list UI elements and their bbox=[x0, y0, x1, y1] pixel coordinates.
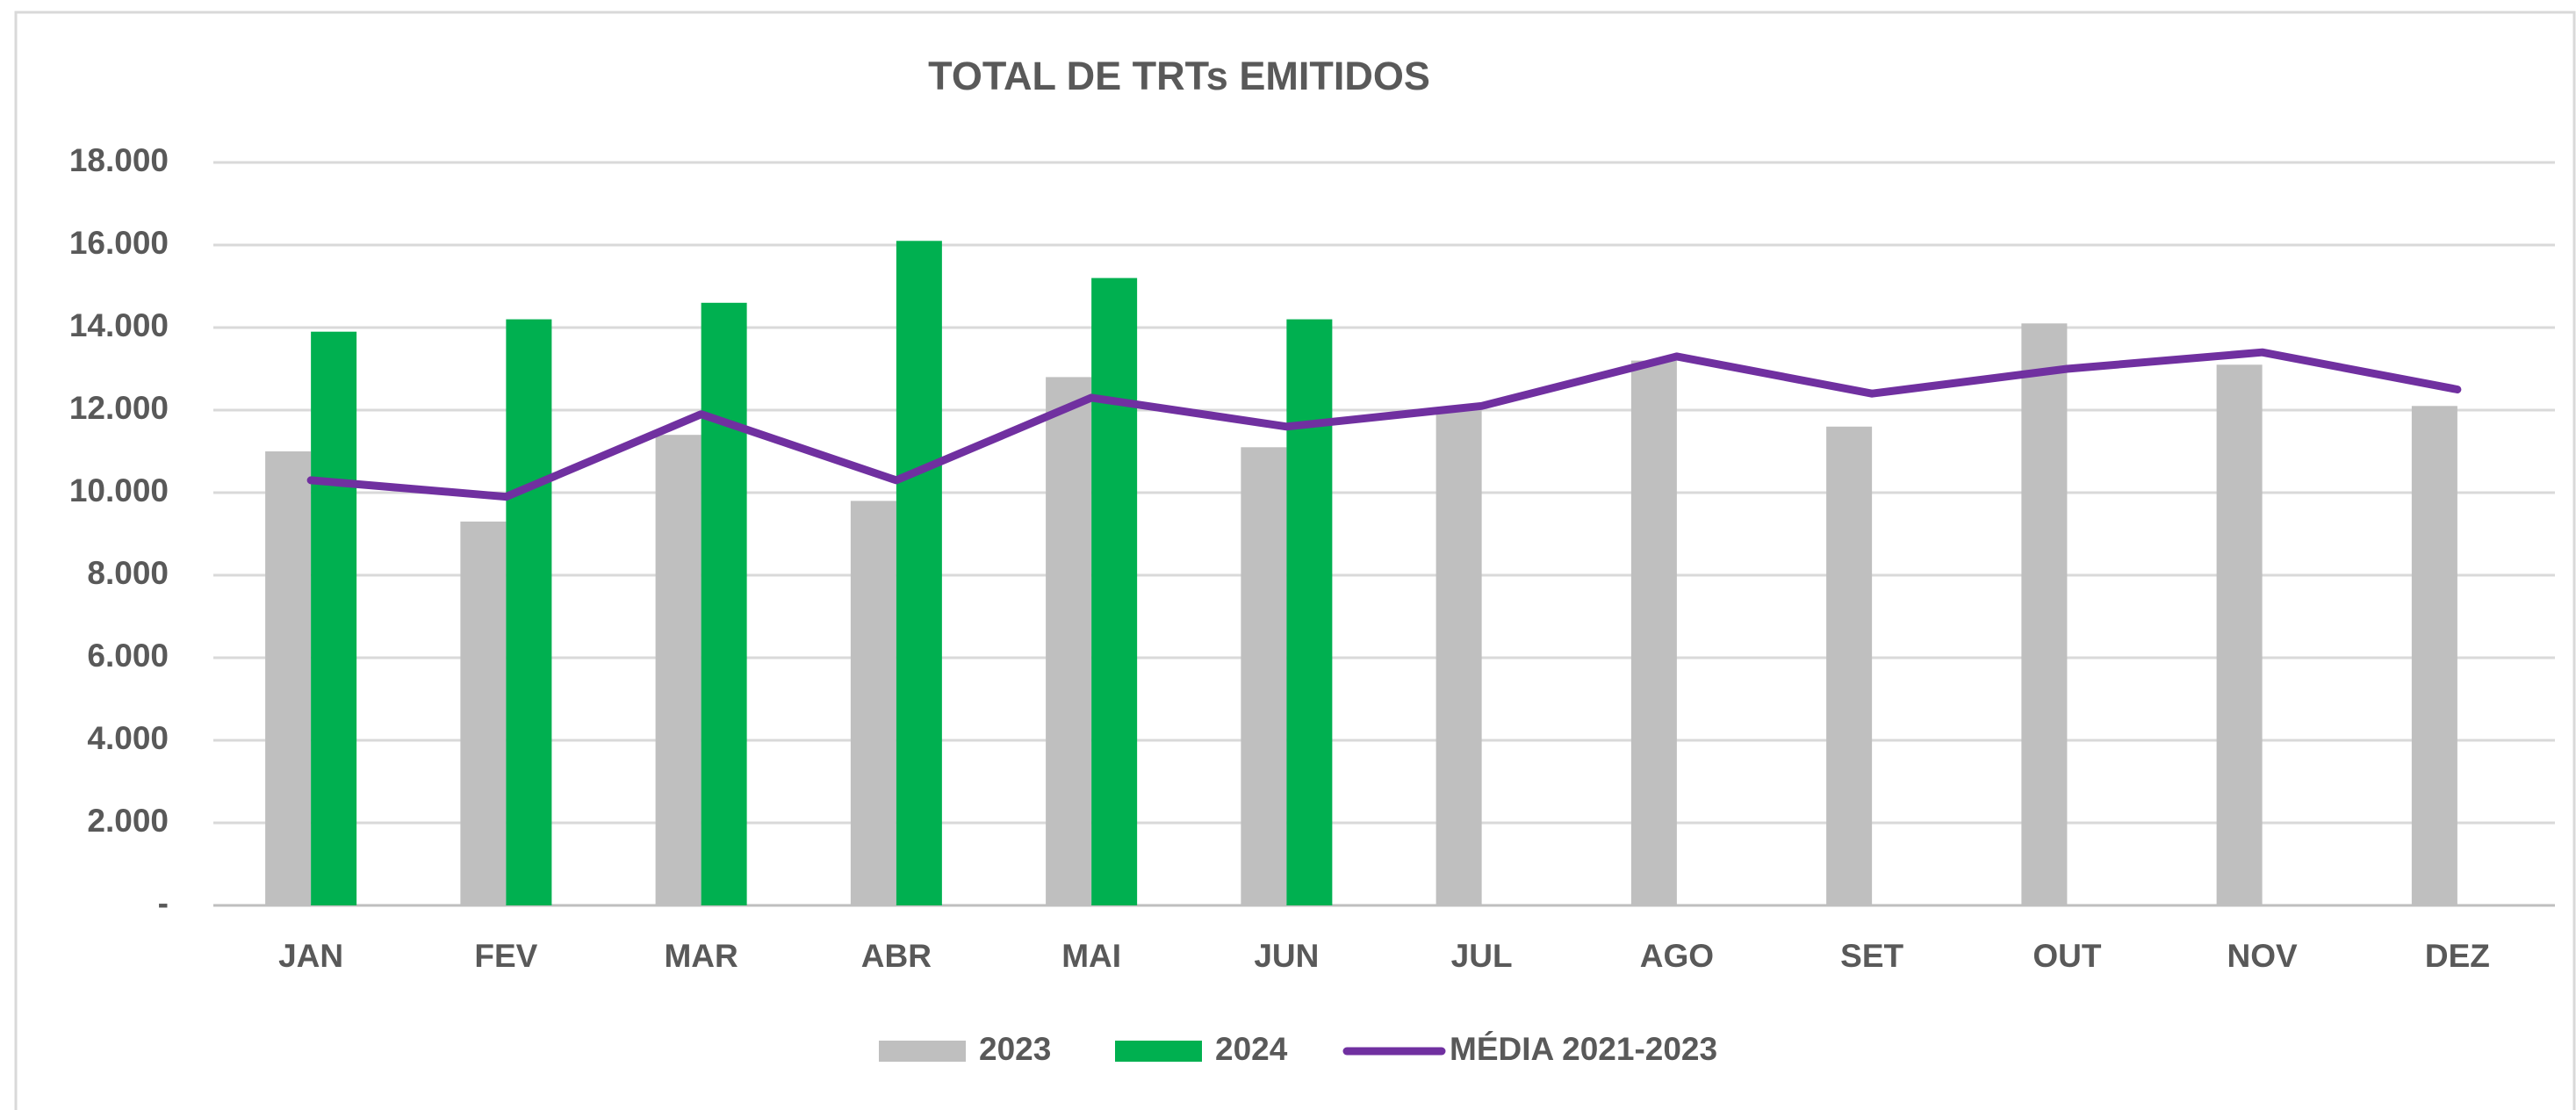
x-tick-label: JUL bbox=[1451, 938, 1513, 974]
legend-label: 2023 bbox=[979, 1031, 1051, 1067]
x-tick-label: ABR bbox=[861, 938, 932, 974]
x-tick-label: NOV bbox=[2227, 938, 2299, 974]
line bbox=[306, 348, 2462, 501]
bar bbox=[1630, 360, 1677, 906]
y-tick-label: 10.000 bbox=[69, 472, 169, 508]
x-tick-label: JUN bbox=[1254, 938, 1319, 974]
legend-label: 2024 bbox=[1215, 1031, 1288, 1067]
bar bbox=[2216, 364, 2263, 905]
x-tick-label: SET bbox=[1840, 938, 1903, 974]
bar bbox=[1241, 447, 1287, 905]
legend-swatch bbox=[879, 1041, 966, 1062]
bar bbox=[460, 521, 507, 905]
bar bbox=[850, 501, 896, 905]
y-tick-label: 8.000 bbox=[87, 555, 169, 591]
bar bbox=[1826, 426, 1873, 905]
legend-label: MÉDIA 2021-2023 bbox=[1450, 1031, 1717, 1067]
x-tick-label: FEV bbox=[474, 938, 537, 974]
y-tick-label: 2.000 bbox=[87, 803, 169, 839]
bar bbox=[265, 451, 312, 905]
bar bbox=[1436, 410, 1482, 905]
legend-swatch bbox=[1115, 1041, 1202, 1062]
bar bbox=[1046, 377, 1092, 905]
bar bbox=[2021, 323, 2068, 905]
x-tick-label: MAR bbox=[664, 938, 738, 974]
x-tick-label: DEZ bbox=[2425, 938, 2490, 974]
bar bbox=[896, 241, 942, 905]
x-tick-label: MAI bbox=[1061, 938, 1121, 974]
y-tick-label: 16.000 bbox=[69, 225, 169, 261]
y-tick-label: 18.000 bbox=[69, 142, 169, 178]
y-tick-label: - bbox=[158, 885, 169, 921]
bar bbox=[655, 435, 702, 905]
x-tick-label: JAN bbox=[278, 938, 343, 974]
bar bbox=[2411, 406, 2457, 905]
y-tick-label: 6.000 bbox=[87, 638, 169, 674]
bar bbox=[506, 319, 552, 906]
x-tick-label: OUT bbox=[2033, 938, 2102, 974]
bar bbox=[701, 302, 747, 905]
bar bbox=[1286, 319, 1333, 906]
chart-title: TOTAL DE TRTs EMITIDOS bbox=[928, 54, 1430, 98]
x-tick-label: AGO bbox=[1640, 938, 1714, 974]
y-tick-label: 12.000 bbox=[69, 390, 169, 426]
y-tick-label: 4.000 bbox=[87, 720, 169, 756]
y-tick-label: 14.000 bbox=[69, 307, 169, 343]
bar bbox=[1091, 278, 1138, 906]
bar bbox=[311, 331, 357, 905]
